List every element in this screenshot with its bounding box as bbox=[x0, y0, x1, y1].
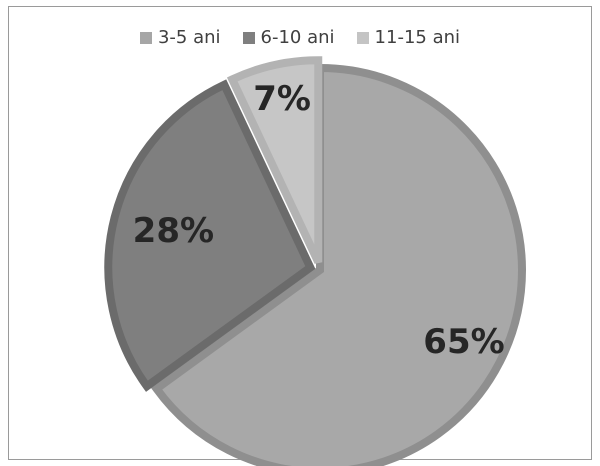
chart-legend: 3-5 ani 6-10 ani 11-15 ani bbox=[9, 27, 591, 48]
pie-slice-11-15-ani bbox=[226, 56, 323, 264]
legend-swatch-3-5-ani bbox=[139, 31, 152, 44]
legend-item-3-5-ani: 3-5 ani bbox=[139, 27, 221, 48]
legend-item-6-10-ani: 6-10 ani bbox=[242, 27, 335, 48]
pie-slice-3-5-ani bbox=[150, 63, 526, 466]
legend-label-11-15-ani: 11-15 ani bbox=[374, 27, 461, 48]
legend-swatch-11-15-ani bbox=[356, 31, 369, 44]
legend-swatch-6-10-ani bbox=[242, 31, 255, 44]
legend-label-3-5-ani: 3-5 ani bbox=[157, 27, 221, 48]
data-label-3-5-ani: 65% bbox=[423, 322, 504, 362]
pie-slice-6-10-ani bbox=[104, 79, 316, 392]
legend-label-6-10-ani: 6-10 ani bbox=[260, 27, 335, 48]
data-label-11-15-ani: 7% bbox=[253, 79, 311, 119]
data-label-6-10-ani: 28% bbox=[133, 211, 214, 251]
legend-item-11-15-ani: 11-15 ani bbox=[356, 27, 461, 48]
